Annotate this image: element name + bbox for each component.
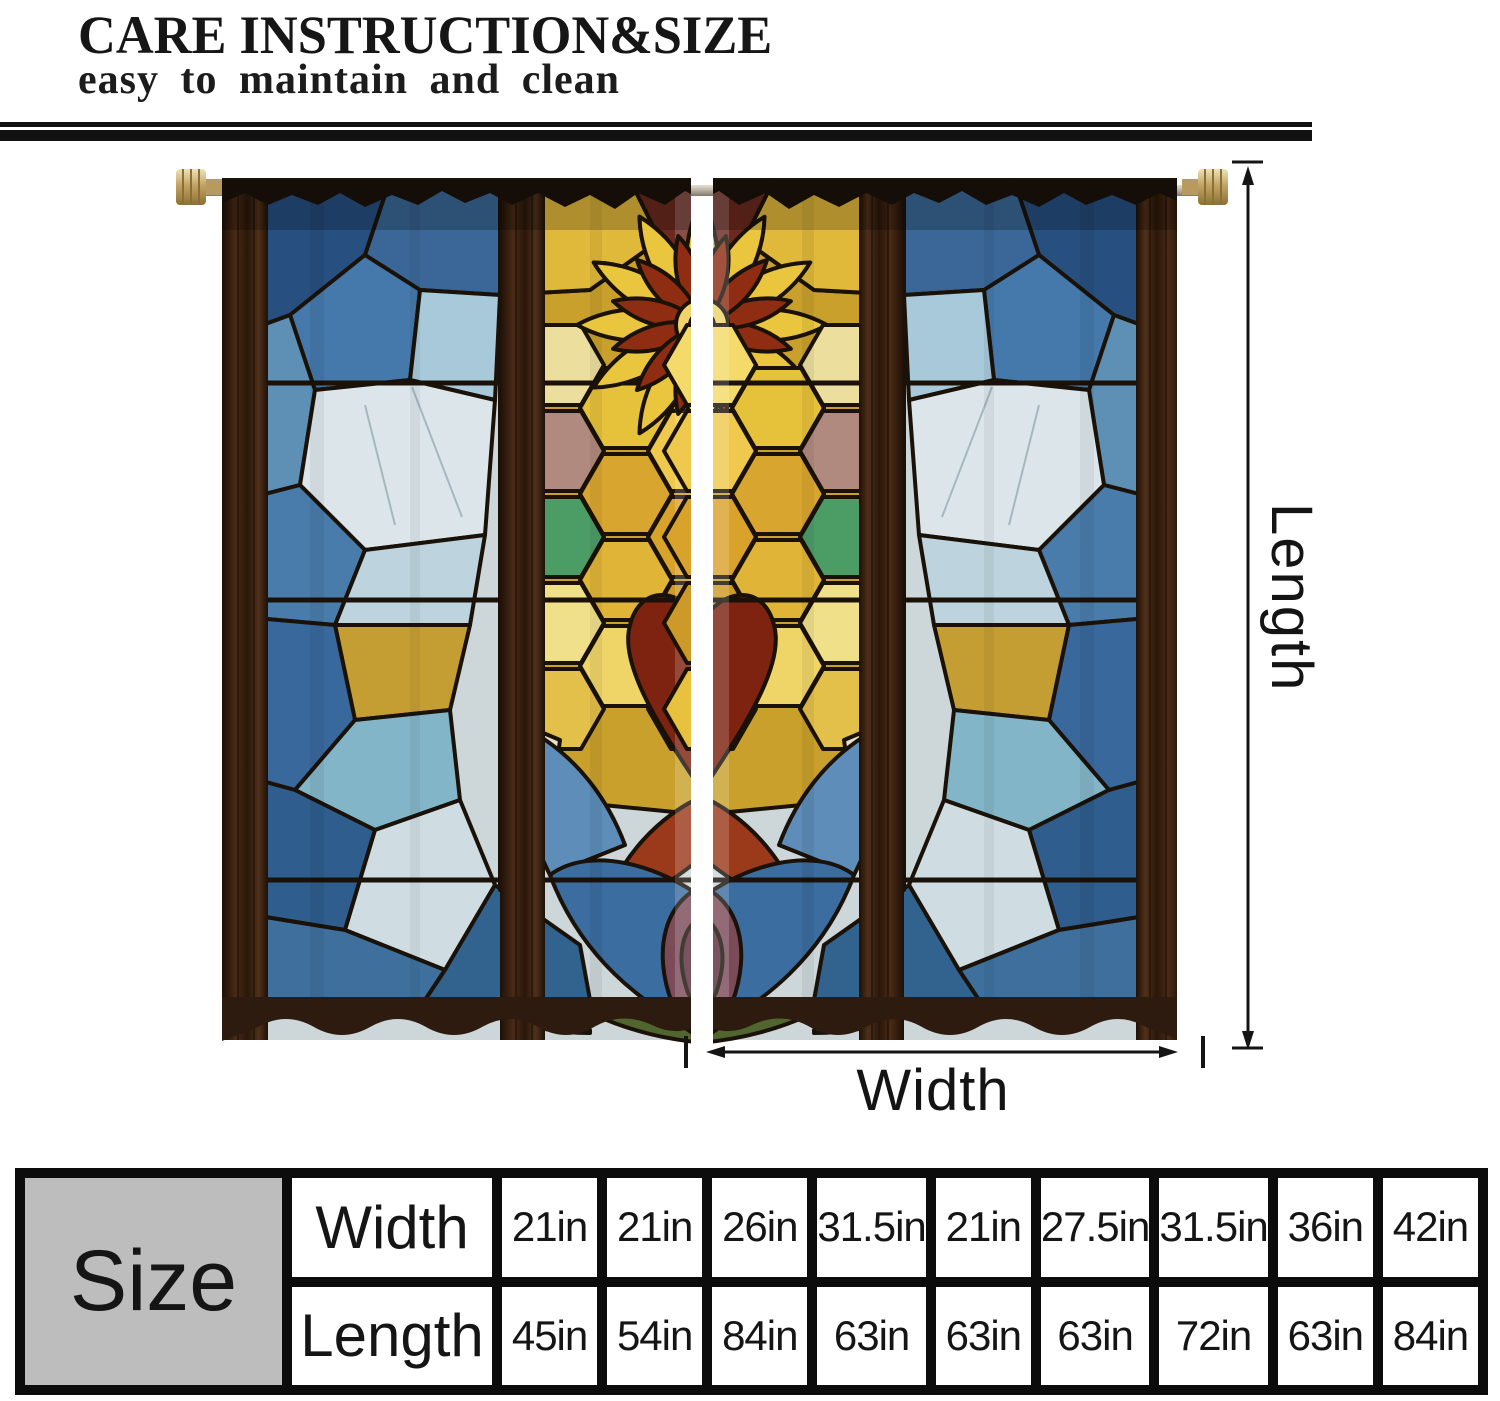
width-dimension-label: Width <box>856 1058 1010 1123</box>
divider-thin-line <box>0 122 1312 127</box>
width-value-cell: 21in <box>502 1178 598 1277</box>
length-value-cell: 63in <box>1040 1286 1150 1385</box>
size-chart-row-header-length: Length <box>292 1286 492 1385</box>
width-value-cell: 21in <box>935 1178 1031 1277</box>
size-chart-row-header-width: Width <box>292 1178 492 1277</box>
width-value-cell: 21in <box>607 1178 703 1277</box>
width-value-cell: 31.5in <box>817 1178 927 1277</box>
product-image <box>160 155 1250 1050</box>
size-chart-table: Size Width 21in 21in 26in 31.5in 21in 27… <box>15 1168 1488 1395</box>
width-value-cell: 27.5in <box>1040 1178 1150 1277</box>
length-value-cell: 63in <box>817 1286 926 1385</box>
curtain-panels <box>222 180 1182 1043</box>
page-subtitle: easy to maintain and clean <box>78 57 621 103</box>
length-value-cell: 72in <box>1159 1286 1268 1385</box>
length-value-cell: 63in <box>1277 1286 1373 1385</box>
length-value-cell: 54in <box>607 1286 703 1385</box>
size-chart-corner-label: Size <box>25 1178 282 1385</box>
width-value-cell: 31.5in <box>1159 1178 1269 1277</box>
divider-thick-line <box>0 130 1312 141</box>
width-value-cell: 42in <box>1382 1178 1478 1277</box>
page-title: CARE INSTRUCTION&SIZE <box>78 5 773 65</box>
length-value-cell: 63in <box>935 1286 1031 1385</box>
right-finial-icon <box>1182 169 1228 205</box>
length-dimension-label: Length <box>1259 503 1324 693</box>
width-value-cell: 26in <box>712 1178 808 1277</box>
left-finial-icon <box>176 169 222 205</box>
length-value-cell: 45in <box>502 1286 598 1385</box>
stained-glass-curtains-illustration <box>176 169 1228 1050</box>
width-value-cell: 36in <box>1277 1178 1373 1277</box>
length-value-cell: 84in <box>712 1286 808 1385</box>
length-value-cell: 84in <box>1382 1286 1478 1385</box>
